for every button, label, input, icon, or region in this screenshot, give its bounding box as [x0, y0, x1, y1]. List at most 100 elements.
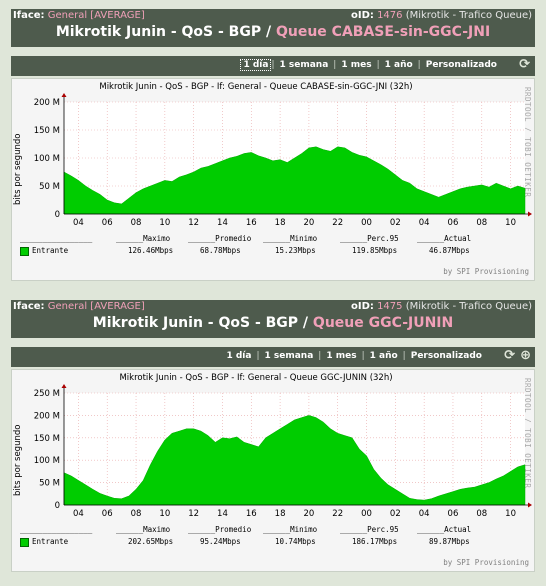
x-tick-label: 06	[448, 218, 459, 228]
x-tick-label: 04	[73, 509, 84, 519]
period-nav: 1 día | 1 semana | 1 mes | 1 año | Personalizado…	[11, 347, 535, 367]
x-tick-label: 08	[131, 218, 142, 228]
period-link-0[interactable]: 1 día	[240, 59, 272, 71]
legend-series: Entrante	[20, 537, 68, 547]
legend-header-promedio: Promedio	[215, 234, 252, 243]
x-tick-label: 06	[448, 509, 459, 519]
provision-credit: by SPI Provisioning	[443, 558, 529, 567]
legend-underline: ______	[263, 525, 291, 534]
iface-info: Iface: General [AVERAGE]	[13, 301, 145, 312]
x-tick-label: 08	[131, 509, 142, 519]
period-link-4[interactable]: Personalizado	[410, 351, 482, 361]
nav-separator: |	[333, 60, 337, 70]
y-tick-label: 50 M	[39, 479, 60, 489]
panel-title: Mikrotik Junin - QoS - BGP / Queue GGC-J…	[92, 315, 454, 331]
area-chart: 04 06 08 10 12 14 16 18 20 22 00 02 04 06 08 10 0 50 M 100…	[34, 93, 532, 228]
period-link-4[interactable]: Personalizado	[425, 60, 497, 70]
x-tick-label: 14	[217, 218, 228, 228]
legend-underline: ________________	[20, 234, 93, 243]
refresh-icon[interactable]: ⟳	[519, 57, 530, 72]
panel-title: Mikrotik Junin - QoS - BGP / Queue CABAS…	[55, 24, 491, 40]
legend-value-perc95: 119.85Mbps	[352, 246, 398, 255]
x-tick-label: 00	[361, 509, 372, 519]
legend-value-maximo: 202.65Mbps	[128, 537, 174, 546]
legend-underline: ______	[263, 234, 291, 243]
period-link-2[interactable]: 1 mes	[326, 351, 357, 361]
traffic-graph: Mikrotik Junin - QoS - BGP - If: General…	[11, 78, 535, 281]
period-nav: 1 día | 1 semana | 1 mes | 1 año | Personalizado…	[11, 56, 535, 76]
period-link-2[interactable]: 1 mes	[341, 60, 372, 70]
provision-credit: by SPI Provisioning	[443, 267, 529, 276]
legend-underline: ________________	[20, 525, 93, 534]
legend-series-name: Entrante	[32, 246, 69, 255]
y-tick-label: 200 M	[34, 98, 60, 108]
x-tick-label: 02	[390, 218, 401, 228]
legend-value-perc95: 186.17Mbps	[352, 537, 398, 546]
legend-header-perc95: Perc.95	[367, 525, 399, 534]
x-tick-label: 00	[361, 218, 372, 228]
nav-separator: |	[417, 60, 421, 70]
x-tick-label: 10	[159, 509, 170, 519]
x-tick-label: 20	[303, 509, 314, 519]
legend-value-actual: 89.87Mbps	[429, 537, 470, 546]
period-link-0[interactable]: 1 día	[226, 351, 252, 361]
nav-separator: |	[402, 351, 406, 361]
legend-header-promedio: Promedio	[215, 525, 252, 534]
y-tick-label: 50 M	[39, 182, 60, 192]
legend-swatch	[20, 246, 29, 256]
period-link-1[interactable]: 1 semana	[264, 351, 314, 361]
legend-header-actual: Actual	[444, 234, 472, 243]
x-tick-label: 10	[159, 218, 170, 228]
legend-value-maximo: 126.46Mbps	[128, 246, 174, 255]
rrdtool-watermark: RRDTOOL / TOBI OETIKER	[523, 87, 532, 198]
area-chart: 04 06 08 10 12 14 16 18 20 22 00 02 04 06 08 10 0 50 M 100…	[34, 384, 532, 519]
x-tick-label: 22	[332, 218, 343, 228]
period-link-1[interactable]: 1 semana	[279, 60, 329, 70]
refresh-icon[interactable]: ⟳	[504, 348, 515, 363]
legend-underline: ______	[116, 234, 144, 243]
oid-info: oID: 1475 (Mikrotik - Trafico Queue)	[350, 301, 532, 312]
x-tick-label: 02	[390, 509, 401, 519]
y-tick-label: 200 M	[34, 411, 60, 421]
legend-underline: ______	[188, 525, 216, 534]
x-tick-label: 04	[419, 509, 430, 519]
iface-info: Iface: General [AVERAGE]	[13, 10, 145, 21]
legend-underline: ______	[116, 525, 144, 534]
graph-panel-cabase: Iface: General [AVERAGE] oID: 1476 (Mikr…	[11, 9, 535, 281]
period-links: 1 día | 1 semana | 1 mes | 1 año | Personalizado	[240, 59, 502, 71]
legend-series: Entrante	[20, 246, 68, 256]
traffic-area-entrante	[63, 146, 526, 215]
legend-header-maximo: Maximo	[143, 525, 171, 534]
y-axis-arrow	[61, 93, 67, 97]
x-tick-label: 12	[188, 218, 199, 228]
period-links: 1 día | 1 semana | 1 mes | 1 año | Personalizado	[221, 351, 487, 361]
period-link-3[interactable]: 1 año	[384, 60, 413, 70]
x-tick-label: 22	[332, 509, 343, 519]
add-icon[interactable]: ⊕	[520, 348, 531, 363]
x-tick-label: 04	[73, 218, 84, 228]
y-axis-arrow	[61, 384, 67, 388]
legend-header-minimo: Minimo	[290, 234, 318, 243]
legend-value-actual: 46.87Mbps	[429, 246, 470, 255]
x-tick-label: 08	[476, 218, 487, 228]
legend-underline: ______	[340, 525, 368, 534]
period-link-3[interactable]: 1 año	[369, 351, 398, 361]
x-axis-arrow	[528, 211, 532, 217]
rrdtool-watermark: RRDTOOL / TOBI OETIKER	[523, 378, 532, 489]
oid-info: oID: 1476 (Mikrotik - Trafico Queue)	[350, 10, 532, 21]
y-tick-label: 100 M	[34, 154, 60, 164]
x-tick-label: 10	[505, 218, 516, 228]
x-axis-arrow	[528, 502, 532, 508]
x-tick-label: 04	[419, 218, 430, 228]
legend-value-minimo: 15.23Mbps	[275, 246, 316, 255]
y-tick-label: 150 M	[34, 126, 60, 136]
graph-title: Mikrotik Junin - QoS - BGP - If: General…	[119, 373, 393, 383]
nav-separator: |	[376, 60, 380, 70]
y-tick-label: 0	[55, 210, 60, 220]
graph-title: Mikrotik Junin - QoS - BGP - If: General…	[99, 82, 413, 92]
graph-panel-ggc: Iface: General [AVERAGE] oID: 1475 (Mikr…	[11, 300, 535, 572]
x-tick-label: 16	[246, 218, 257, 228]
x-tick-label: 06	[102, 509, 113, 519]
legend-header-perc95: Perc.95	[367, 234, 399, 243]
nav-separator: |	[256, 351, 260, 361]
